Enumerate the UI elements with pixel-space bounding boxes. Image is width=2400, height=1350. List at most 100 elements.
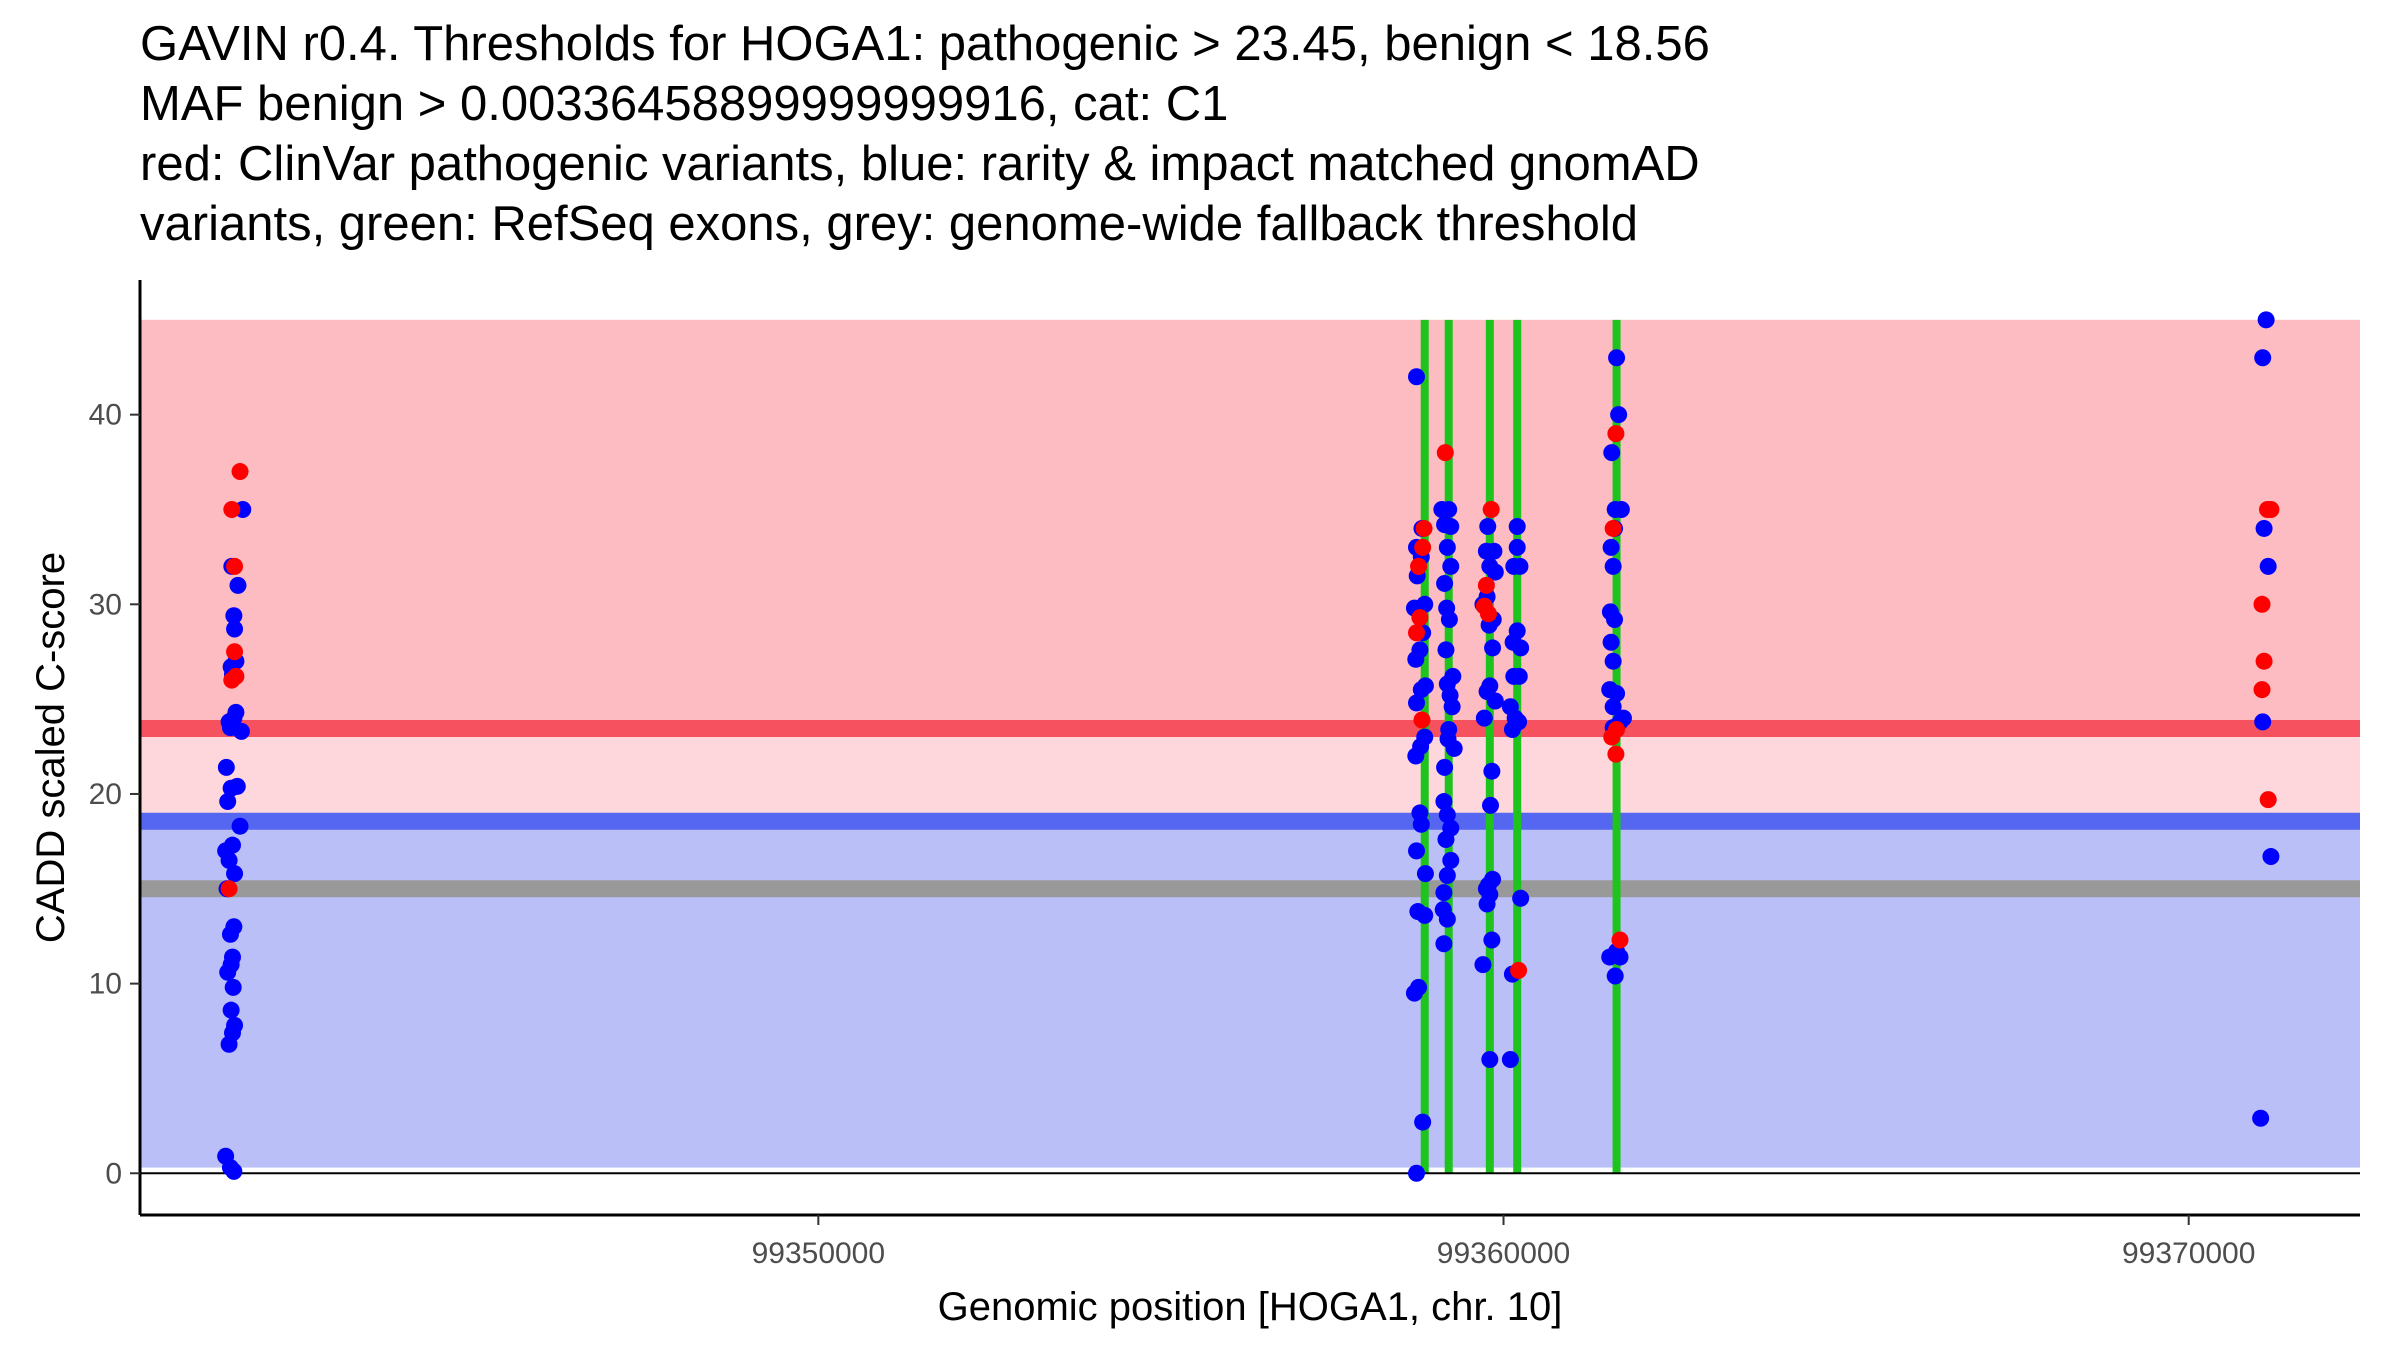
gnomad-point: [1442, 557, 1460, 575]
gnomad-series: [217, 311, 2280, 1182]
clinvar-point: [1413, 711, 1431, 729]
gnomad-point: [1408, 1164, 1425, 1182]
gnomad-point: [1410, 978, 1428, 996]
gnomad-point: [1508, 622, 1526, 640]
gnomad-point: [1604, 698, 1622, 716]
clinvar-point: [2253, 681, 2271, 699]
gnomad-point: [1416, 865, 1434, 883]
x-tick-label: 99360000: [1437, 1237, 1570, 1270]
threshold-regions: [140, 319, 2360, 1168]
y-tick-label: 40: [89, 399, 122, 432]
gnomad-point: [217, 758, 235, 776]
gnomad-point: [1612, 500, 1630, 518]
clinvar-point: [1408, 624, 1425, 642]
gnomad-point: [219, 793, 237, 811]
x-tick-label: 99370000: [2122, 1237, 2255, 1270]
gnomad-point: [1608, 349, 1626, 367]
gnomad-point: [1610, 406, 1628, 424]
gnomad-point: [1601, 681, 1619, 699]
gnomad-point: [231, 817, 249, 835]
variant-points: [217, 311, 2280, 1182]
gnomad-point: [1435, 793, 1453, 811]
gnomad-point: [1411, 641, 1429, 659]
gnomad-point: [1408, 842, 1425, 860]
y-tick-label: 30: [89, 588, 122, 621]
gnomad-point: [1479, 876, 1497, 894]
gnomad-point: [1408, 368, 1425, 386]
gnomad-point: [225, 1162, 243, 1180]
clinvar-point: [226, 557, 244, 575]
gnomad-point: [227, 703, 245, 721]
gnomad-point: [2252, 1109, 2270, 1127]
x-axis-title: Genomic position [HOGA1, chr. 10]: [938, 1285, 1563, 1329]
gnomad-point: [1606, 967, 1624, 985]
gnomad-point: [1482, 796, 1499, 814]
chart-title: GAVIN r0.4. Thresholds for HOGA1: pathog…: [140, 14, 1710, 254]
gnomad-point: [1416, 677, 1434, 695]
clinvar-point: [223, 500, 241, 518]
x-axis-ticks: 99350000 99360000 99370000: [752, 1215, 2255, 1270]
gnomad-point: [1512, 889, 1530, 907]
gnomad-point: [1483, 762, 1501, 780]
gnomad-point: [226, 865, 244, 883]
gnomad-point: [1433, 500, 1451, 518]
gnomad-point: [1602, 538, 1620, 556]
y-axis-ticks: 0 10 20 30 40: [89, 399, 140, 1190]
y-tick-label: 0: [105, 1157, 122, 1190]
clinvar-point: [1607, 425, 1625, 443]
axes: [138, 280, 2360, 1217]
gnomad-point: [2254, 349, 2272, 367]
gnomad-point: [1438, 867, 1456, 885]
gnomad-point: [1602, 633, 1620, 651]
clinvar-point: [227, 667, 245, 685]
gnomad-point: [1601, 603, 1619, 621]
gnomad-point: [1475, 709, 1493, 727]
gnomad-point: [1438, 538, 1456, 556]
clinvar-point: [1414, 538, 1432, 556]
benign-region: [140, 821, 2360, 1168]
gnomad-point: [1440, 720, 1458, 738]
x-tick-label: 99350000: [752, 1237, 885, 1270]
gnomad-point: [2255, 519, 2273, 537]
clinvar-point: [220, 880, 238, 898]
gnomad-point: [1501, 698, 1519, 716]
gnomad-point: [1481, 1050, 1499, 1068]
title-line-2: MAF benign > 0.00336458899999999916, cat…: [140, 77, 1229, 131]
gnomad-point: [1483, 931, 1501, 949]
gnomad-point: [226, 1016, 244, 1034]
clinvar-point: [226, 643, 244, 661]
gnomad-point: [1416, 906, 1434, 924]
gnomad-point: [1505, 667, 1523, 685]
gnomad-point: [2262, 848, 2280, 866]
clinvar-point: [1611, 931, 1629, 949]
clinvar-point: [1477, 576, 1495, 594]
clinvar-point: [1415, 519, 1433, 537]
gnomad-point: [1414, 1113, 1432, 1131]
gnomad-point: [1484, 639, 1502, 657]
gnomad-point: [1604, 652, 1622, 670]
gnomad-point: [229, 576, 247, 594]
clinvar-point: [1410, 557, 1428, 575]
clinvar-series: [220, 425, 2280, 979]
gnomad-point: [1511, 557, 1529, 575]
gnomad-point: [1481, 677, 1499, 695]
gnomad-point: [1604, 557, 1622, 575]
gnomad-point: [2259, 557, 2277, 575]
title-line-3: red: ClinVar pathogenic variants, blue: …: [140, 137, 1700, 191]
gnomad-point: [1508, 538, 1526, 556]
clinvar-point: [1411, 609, 1429, 627]
gnomad-point: [1436, 758, 1454, 776]
clinvar-point: [1479, 605, 1497, 623]
clinvar-point: [1510, 961, 1528, 979]
gnomad-point: [225, 607, 243, 625]
gnomad-point: [1481, 557, 1499, 575]
gnomad-point: [1485, 542, 1503, 560]
clinvar-point: [1607, 745, 1625, 763]
clinvar-point: [1608, 720, 1626, 738]
gnomad-point: [228, 777, 246, 795]
clinvar-point: [1482, 500, 1500, 518]
gnomad-point: [1435, 884, 1453, 902]
pathogenic-region: [140, 319, 2360, 729]
gnomad-point: [1442, 819, 1460, 837]
